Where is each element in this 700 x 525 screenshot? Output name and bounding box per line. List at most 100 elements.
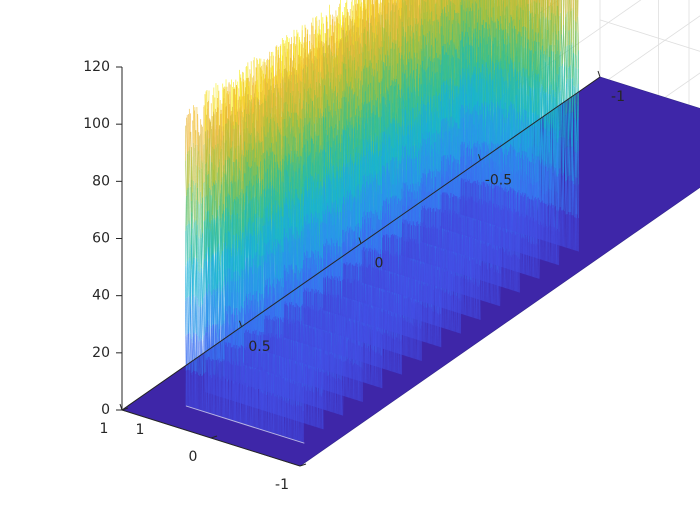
surface-strand xyxy=(212,252,214,289)
surface-strand xyxy=(212,111,214,147)
surface-strand xyxy=(231,247,233,281)
surface-strand xyxy=(206,357,208,393)
surface-strand xyxy=(238,124,240,162)
surface-strand xyxy=(224,87,226,124)
surface-strand xyxy=(221,220,223,256)
surface-strand xyxy=(217,358,219,397)
surface-strand xyxy=(233,198,235,236)
surface-strand xyxy=(206,261,209,295)
surface-strand xyxy=(225,310,227,345)
surface-strand xyxy=(230,181,232,216)
surface-strand xyxy=(233,125,236,162)
surface-strand xyxy=(218,243,220,283)
surface-strand xyxy=(239,132,241,169)
surface-strand xyxy=(188,295,190,333)
surface-strand xyxy=(206,129,208,163)
surface-strand xyxy=(240,230,243,270)
surface-strand xyxy=(194,220,197,258)
surface-strand xyxy=(212,359,214,395)
surface-strand xyxy=(231,180,233,215)
surface-strand xyxy=(208,324,211,360)
surface-strand xyxy=(212,323,214,360)
surface-strand xyxy=(189,296,191,334)
surface-strand xyxy=(232,88,235,126)
surface-strand xyxy=(232,161,235,199)
surface-strand xyxy=(226,123,228,160)
surface-strand xyxy=(219,159,221,194)
surface-strand xyxy=(223,173,225,211)
surface-strand xyxy=(203,105,206,144)
surface-strand xyxy=(250,61,253,103)
surface-strand xyxy=(212,146,214,183)
surface-strand xyxy=(218,167,220,206)
surface-strand xyxy=(193,222,195,260)
grid-line-z-side xyxy=(600,0,700,19)
surface-strand xyxy=(204,94,206,134)
surface-strand xyxy=(201,303,203,340)
surface-strand xyxy=(224,269,227,306)
surface-strand xyxy=(201,339,203,376)
surface-strand xyxy=(206,228,209,262)
surface-strand xyxy=(189,333,191,371)
surface-strand xyxy=(218,205,220,244)
surface-strand xyxy=(203,259,205,298)
surface-strand xyxy=(236,196,238,234)
surface-strand xyxy=(242,269,245,309)
surface-strand xyxy=(188,146,190,184)
surface-strand xyxy=(192,336,194,373)
surface-strand xyxy=(255,68,258,109)
surface-strand xyxy=(242,365,244,404)
surface-strand xyxy=(194,257,197,296)
surface-strand xyxy=(217,179,219,216)
surface-strand xyxy=(186,117,188,154)
surface-strand xyxy=(221,177,224,215)
surface-strand xyxy=(250,369,252,407)
surface-strand xyxy=(226,90,229,130)
surface-strand xyxy=(202,304,204,341)
surface-strand xyxy=(233,161,236,199)
surface-strand xyxy=(214,114,216,150)
surface-strand xyxy=(230,215,232,248)
surface-strand xyxy=(201,267,203,304)
noise-surface xyxy=(185,0,580,444)
surface-strand xyxy=(190,304,192,339)
surface-strand xyxy=(193,180,195,219)
surface-strand xyxy=(186,262,188,298)
surface-strand xyxy=(214,219,216,255)
surface-strand xyxy=(206,195,209,229)
surface-strand xyxy=(219,260,221,296)
surface-strand xyxy=(206,294,209,327)
surface-strand xyxy=(193,218,195,257)
surface-strand xyxy=(202,269,204,305)
surface-strand xyxy=(199,301,201,338)
grid-line-z-side xyxy=(599,19,700,52)
surface-strand xyxy=(237,213,239,248)
surface-strand xyxy=(187,260,190,297)
surface-strand xyxy=(241,71,243,111)
surface-strand xyxy=(237,247,239,281)
surface-strand xyxy=(220,148,222,185)
surface-strand xyxy=(189,223,191,261)
surface-strand xyxy=(208,137,210,175)
surface-strand xyxy=(240,154,242,193)
surface-strand xyxy=(236,159,238,197)
surface-strand xyxy=(224,305,227,343)
surface-strand xyxy=(190,269,192,305)
surface-strand xyxy=(213,254,216,290)
surface-strand xyxy=(199,228,202,265)
surface-strand xyxy=(239,241,242,278)
surface-strand xyxy=(223,135,225,174)
surface-strand xyxy=(201,232,203,268)
surface-strand xyxy=(223,210,225,249)
surface-strand xyxy=(239,135,241,171)
surface-strand xyxy=(211,185,214,221)
surface-strand xyxy=(236,233,238,271)
surface-strand xyxy=(200,341,202,377)
surface-strand xyxy=(228,212,230,250)
surface-strand xyxy=(226,248,229,282)
surface-strand xyxy=(197,151,199,188)
surface-strand xyxy=(186,114,189,152)
surface-strand xyxy=(215,323,217,360)
surface-strand xyxy=(189,260,191,298)
